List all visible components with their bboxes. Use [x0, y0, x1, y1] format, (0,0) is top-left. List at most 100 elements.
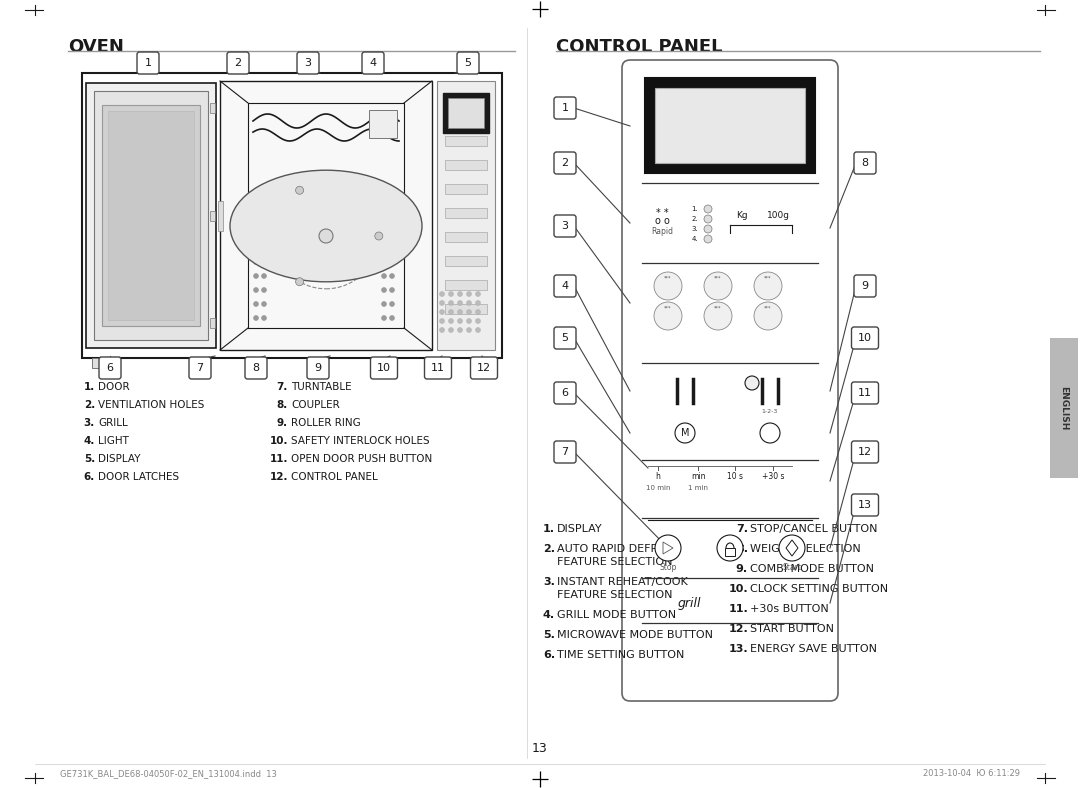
Circle shape [296, 277, 303, 286]
Text: 11.: 11. [728, 604, 748, 614]
Circle shape [717, 535, 743, 561]
Text: ***: *** [765, 276, 772, 281]
FancyBboxPatch shape [370, 357, 397, 379]
Bar [445, 304, 487, 314]
Bar [472, 358, 492, 368]
Circle shape [390, 302, 394, 307]
Circle shape [440, 300, 445, 306]
Circle shape [440, 318, 445, 324]
Text: ***: *** [664, 306, 672, 310]
Text: ENERGY SAVE BUTTON: ENERGY SAVE BUTTON [750, 644, 877, 654]
Text: FEATURE SELECTION: FEATURE SELECTION [557, 590, 673, 600]
Text: grill: grill [678, 597, 702, 609]
Text: h: h [656, 471, 661, 481]
Text: 4.: 4. [691, 236, 698, 242]
Text: 8.: 8. [276, 400, 288, 410]
Text: 1: 1 [562, 103, 568, 113]
Text: VENTILATION HOLES: VENTILATION HOLES [98, 400, 204, 410]
Text: 4: 4 [369, 58, 377, 68]
Text: 1.: 1. [543, 524, 555, 534]
Circle shape [440, 328, 445, 333]
Circle shape [458, 300, 462, 306]
Bar [210, 103, 215, 113]
Text: 13: 13 [532, 742, 548, 754]
Circle shape [704, 235, 712, 243]
Text: min: min [691, 471, 705, 481]
Text: INSTANT REHEAT/COOK: INSTANT REHEAT/COOK [557, 577, 688, 587]
Circle shape [261, 288, 267, 292]
Text: OVEN: OVEN [68, 38, 124, 56]
Text: 2: 2 [234, 58, 242, 68]
Circle shape [754, 302, 782, 330]
Text: 12: 12 [858, 447, 872, 457]
Circle shape [760, 423, 780, 443]
FancyBboxPatch shape [227, 52, 249, 74]
Bar [437, 81, 495, 350]
Text: 3.: 3. [543, 577, 555, 587]
Text: 2013-10-04  Ю 6:11:29: 2013-10-04 Ю 6:11:29 [923, 770, 1020, 779]
Circle shape [675, 423, 696, 443]
Circle shape [448, 300, 454, 306]
Text: 4.: 4. [543, 610, 555, 620]
Text: 11.: 11. [270, 454, 288, 464]
Text: 5: 5 [464, 58, 472, 68]
Text: DISPLAY: DISPLAY [557, 524, 603, 534]
Text: 11: 11 [858, 388, 872, 398]
Text: 9: 9 [862, 281, 868, 291]
Circle shape [704, 215, 712, 223]
Circle shape [381, 273, 387, 278]
Circle shape [390, 259, 394, 265]
Text: 7: 7 [562, 447, 568, 457]
Text: +30 s: +30 s [761, 471, 784, 481]
Circle shape [475, 300, 481, 306]
Circle shape [375, 232, 382, 240]
FancyBboxPatch shape [102, 105, 200, 326]
Text: ROLLER RING: ROLLER RING [291, 418, 361, 428]
FancyBboxPatch shape [245, 357, 267, 379]
Text: GRILL: GRILL [98, 418, 127, 428]
Circle shape [254, 273, 258, 278]
Bar [218, 201, 222, 231]
Text: COUPLER: COUPLER [291, 400, 340, 410]
FancyBboxPatch shape [424, 357, 451, 379]
Circle shape [390, 288, 394, 292]
Circle shape [254, 259, 258, 265]
Text: 2.: 2. [691, 216, 698, 222]
Circle shape [467, 318, 472, 324]
Circle shape [261, 302, 267, 307]
Text: ***: *** [765, 306, 772, 310]
Text: 12.: 12. [270, 472, 288, 482]
Text: ***: *** [714, 276, 721, 281]
Text: 3: 3 [305, 58, 311, 68]
Circle shape [654, 272, 681, 300]
Text: START BUTTON: START BUTTON [750, 624, 834, 634]
FancyBboxPatch shape [137, 52, 159, 74]
Circle shape [654, 302, 681, 330]
Bar [445, 208, 487, 218]
Circle shape [458, 318, 462, 324]
Bar [220, 81, 432, 350]
Circle shape [448, 318, 454, 324]
Text: 10.: 10. [728, 584, 748, 594]
FancyBboxPatch shape [471, 357, 498, 379]
Text: 7.: 7. [735, 524, 748, 534]
Text: ***: *** [714, 306, 721, 310]
Text: 8: 8 [862, 158, 868, 168]
FancyBboxPatch shape [554, 97, 576, 119]
Text: 9.: 9. [735, 564, 748, 574]
Circle shape [390, 246, 394, 251]
Circle shape [381, 315, 387, 321]
FancyBboxPatch shape [108, 111, 194, 320]
Bar [92, 358, 112, 368]
Text: 10.: 10. [270, 436, 288, 446]
Circle shape [254, 288, 258, 292]
Bar [445, 232, 487, 242]
Text: 6: 6 [107, 363, 113, 373]
Bar [725, 548, 735, 556]
Text: ENGLISH: ENGLISH [1059, 386, 1068, 430]
Text: TURNTABLE: TURNTABLE [291, 382, 352, 392]
Text: AUTO RAPID DEFROST: AUTO RAPID DEFROST [557, 544, 680, 554]
FancyBboxPatch shape [622, 60, 838, 701]
Text: 1.: 1. [691, 206, 698, 212]
Text: 100g: 100g [767, 210, 789, 220]
